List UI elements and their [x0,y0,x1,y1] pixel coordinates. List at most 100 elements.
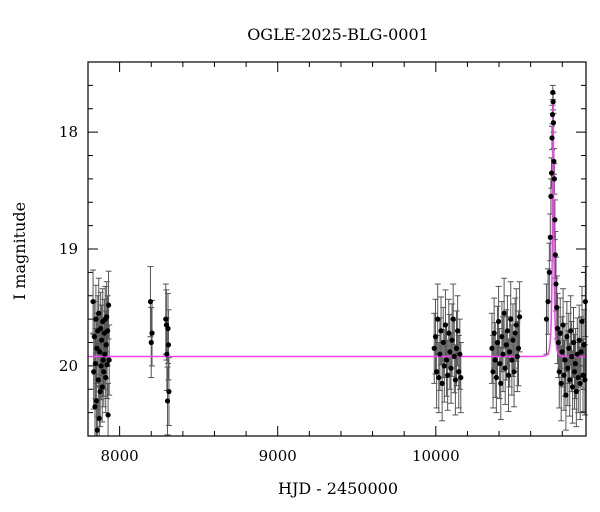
data-point [507,349,513,355]
data-point [546,269,552,275]
data-point [557,330,563,336]
data-point [97,349,103,355]
data-point [504,328,511,334]
data-point [574,351,580,357]
y-tick-label: 20 [59,357,78,375]
data-point [104,314,110,320]
data-point [446,330,452,336]
x-axis-title: HJD - 2450000 [278,479,398,498]
data-point [549,111,556,118]
data-point [498,380,504,387]
data-point [448,365,454,371]
data-point [560,322,566,328]
data-point [501,310,507,316]
data-point [549,135,555,141]
data-point [165,325,171,332]
data-point [551,158,557,164]
data-point [580,372,586,378]
data-point [556,369,562,375]
data-point [573,388,579,395]
data-point [436,374,442,381]
data-point [499,334,505,340]
data-point [564,334,570,340]
data-point [434,369,440,375]
data-point [567,377,573,383]
data-point [548,193,554,200]
data-point [438,328,444,334]
data-point [166,388,172,395]
data-point [93,398,99,404]
data-point [582,298,588,305]
data-point [551,176,557,182]
data-point [458,374,464,381]
data-point [563,392,569,398]
data-point [165,342,172,348]
data-point [490,369,496,375]
data-point [164,351,170,357]
data-point [443,357,450,363]
data-point [572,360,579,367]
data-point [439,380,445,387]
data-point [550,120,557,126]
data-point [105,302,112,308]
data-point [491,330,497,336]
data-point [431,345,437,351]
data-point [552,252,558,258]
data-point [550,89,556,95]
data-point [93,316,99,322]
data-point [451,353,457,360]
data-point [98,363,104,369]
data-point [561,372,567,378]
data-point [95,377,101,383]
data-point [435,316,441,322]
y-tick-label: 18 [59,123,78,141]
data-point [493,374,499,381]
data-point [94,427,100,433]
data-point [456,369,462,375]
data-point [569,384,576,390]
data-point [103,374,109,381]
data-point [453,345,460,351]
data-point [555,339,561,346]
data-point [566,345,572,351]
data-point [441,363,447,369]
chart-title: OGLE-2025-BLG-0001 [247,25,429,44]
data-point [545,298,551,305]
data-point [91,369,97,375]
data-point [503,342,509,348]
data-point [103,342,109,348]
data-point [106,357,112,363]
data-point [554,325,561,332]
data-point [452,377,459,383]
data-point [554,304,560,311]
data-point [497,360,503,367]
data-point [500,351,506,357]
data-point [98,337,105,343]
data-point [568,328,574,334]
data-point [515,345,522,351]
data-point [457,351,463,357]
data-point [550,99,556,105]
data-point [576,337,582,343]
data-point [147,298,154,305]
data-point [149,330,155,336]
data-point [105,412,111,418]
x-tick-label: 8000 [101,447,139,465]
data-point [510,337,516,343]
data-point [449,337,455,343]
data-point [442,322,449,328]
data-point [581,342,587,348]
data-point [92,404,98,410]
data-point [571,369,578,375]
data-point [92,360,99,367]
y-axis-title: I magnitude [10,202,29,300]
data-point [96,415,102,422]
data-points [90,89,588,433]
plot-frame [87,61,587,437]
data-point [100,357,106,363]
data-point [511,369,517,375]
data-point [432,334,439,340]
data-point [579,318,585,325]
data-point [99,384,105,390]
